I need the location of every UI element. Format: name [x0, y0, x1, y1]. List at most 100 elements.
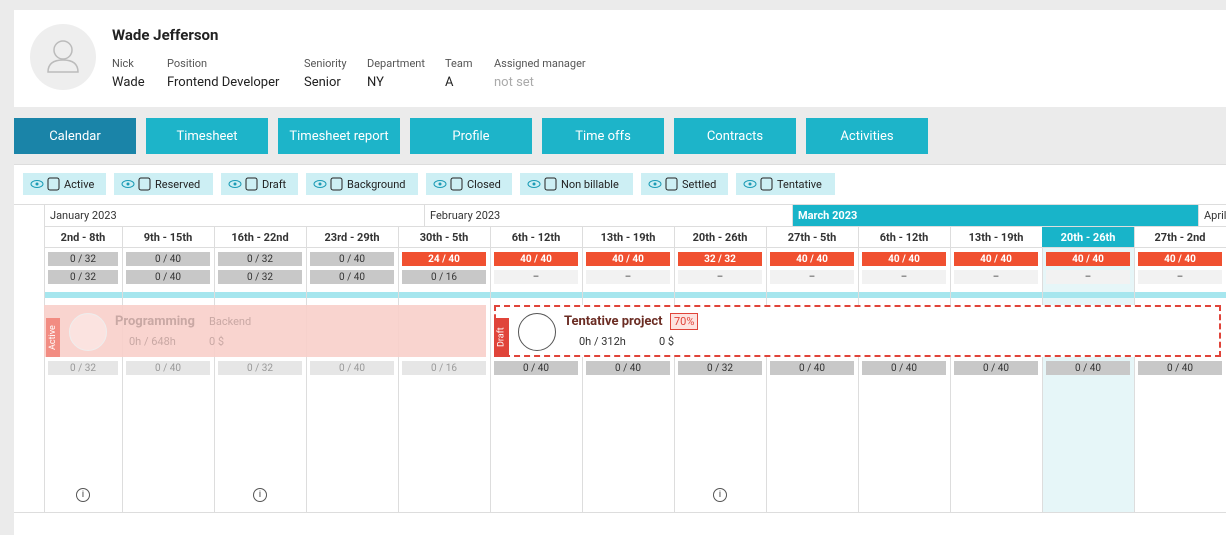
tab[interactable]: Contracts	[674, 118, 796, 154]
field-label: Seniority	[304, 57, 347, 70]
legend-label: Settled	[682, 177, 717, 191]
field-value: Senior	[304, 75, 341, 90]
week-label: 6th - 12th	[858, 226, 950, 248]
col-line	[122, 226, 123, 512]
week-label: 13th - 19th	[582, 226, 674, 248]
field-value: Wade	[112, 75, 145, 90]
week-label: 16th - 22nd	[214, 226, 306, 248]
capacity-3: 0 / 40	[126, 361, 210, 375]
col-line	[214, 226, 215, 512]
field-label: Position	[167, 57, 208, 70]
capacity: 0 / 40	[310, 252, 394, 266]
capacity-2: 0 / 32	[48, 270, 118, 284]
capacity-3: 0 / 40	[310, 361, 394, 375]
capacity: 40 / 40	[862, 252, 946, 266]
legend-chip[interactable]: Draft	[221, 173, 298, 195]
week-label: 2nd - 8th	[44, 226, 122, 248]
tab[interactable]: Calendar	[14, 118, 136, 154]
grid-top	[14, 204, 1226, 205]
legend-chip[interactable]: Closed	[426, 173, 512, 195]
col-line	[766, 226, 767, 512]
capacity-3: 0 / 32	[218, 361, 302, 375]
month: March 2023	[792, 205, 1198, 226]
project-name: Tentative project	[564, 314, 663, 329]
legend-chip[interactable]: Non billable	[520, 173, 633, 195]
capacity: 40 / 40	[586, 252, 670, 266]
month: January 2023	[44, 205, 424, 226]
legend-chip[interactable]: Reserved	[114, 173, 213, 195]
month: February 2023	[424, 205, 792, 226]
user-name: Wade Jefferson	[112, 26, 219, 44]
capacity: 24 / 40	[402, 252, 486, 266]
tab[interactable]: Timesheet	[146, 118, 268, 154]
project-hours: 0h / 312h	[579, 335, 626, 348]
legend-label: Tentative	[777, 177, 822, 191]
field-label: Team	[445, 57, 473, 70]
project-money: 0 $	[209, 335, 225, 348]
month: April	[1198, 205, 1226, 226]
project-money: 0 $	[659, 335, 675, 348]
legend-chip[interactable]: Active	[23, 173, 106, 195]
tab[interactable]: Time offs	[542, 118, 664, 154]
capacity-2: 0 / 40	[126, 270, 210, 284]
week-label: 9th - 15th	[122, 226, 214, 248]
capacity: 0 / 32	[218, 252, 302, 266]
legend-chip[interactable]: Tentative	[736, 173, 835, 195]
capacity-3: 0 / 40	[494, 361, 578, 375]
project-tag: Backend	[209, 315, 252, 328]
legend-label: Active	[64, 177, 95, 191]
project-hours: 0h / 648h	[129, 335, 176, 348]
capacity-2: –	[954, 270, 1038, 284]
info-icon[interactable]: i	[253, 488, 267, 502]
col-line	[398, 226, 399, 512]
project-percent: 70%	[670, 313, 699, 330]
capacity: 40 / 40	[954, 252, 1038, 266]
cyan-bar	[44, 292, 1226, 298]
grid-bottom	[14, 512, 1226, 513]
legend-label: Closed	[467, 177, 501, 191]
legend-chip[interactable]: Background	[306, 173, 418, 195]
capacity-3: 0 / 40	[862, 361, 946, 375]
info-icon[interactable]: i	[713, 488, 727, 502]
week-label: 20th - 26th	[674, 226, 766, 248]
capacity-3: 0 / 32	[678, 361, 762, 375]
col-line	[306, 226, 307, 512]
field-label: Department	[367, 57, 425, 70]
capacity-2: –	[678, 270, 762, 284]
col-line	[1134, 226, 1135, 512]
legend-label: Non billable	[561, 177, 619, 191]
capacity-3: 0 / 40	[586, 361, 670, 375]
legend-label: Background	[347, 177, 406, 191]
capacity-2: 0 / 32	[218, 270, 302, 284]
col-line	[1042, 226, 1043, 512]
profile-card	[14, 10, 1226, 107]
tab[interactable]: Activities	[806, 118, 928, 154]
week-label: 27th - 2nd	[1134, 226, 1226, 248]
capacity: 40 / 40	[494, 252, 578, 266]
week-label: 23rd - 29th	[306, 226, 398, 248]
tab[interactable]: Timesheet report	[278, 118, 400, 154]
tab[interactable]: Profile	[410, 118, 532, 154]
project-name: Programming	[115, 314, 195, 329]
legend-chip[interactable]: Settled	[641, 173, 728, 195]
project-icon	[518, 313, 556, 351]
capacity-3: 0 / 40	[1046, 361, 1130, 375]
capacity-3: 0 / 40	[770, 361, 854, 375]
capacity-2: –	[1138, 270, 1222, 284]
capacity-3: 0 / 32	[48, 361, 118, 375]
capacity-2: –	[862, 270, 946, 284]
col-line	[950, 226, 951, 512]
project-bar	[494, 305, 1221, 357]
field-value: NY	[367, 75, 384, 90]
week-label: 13th - 19th	[950, 226, 1042, 248]
capacity-2: –	[1046, 270, 1130, 284]
col-line	[582, 226, 583, 512]
capacity-2: 0 / 40	[310, 270, 394, 284]
field-label: Nick	[112, 57, 134, 70]
capacity: 40 / 40	[1046, 252, 1130, 266]
capacity: 0 / 40	[126, 252, 210, 266]
capacity-3: 0 / 40	[954, 361, 1038, 375]
info-icon[interactable]: i	[76, 488, 90, 502]
col-line	[858, 226, 859, 512]
week-label: 30th - 5th	[398, 226, 490, 248]
